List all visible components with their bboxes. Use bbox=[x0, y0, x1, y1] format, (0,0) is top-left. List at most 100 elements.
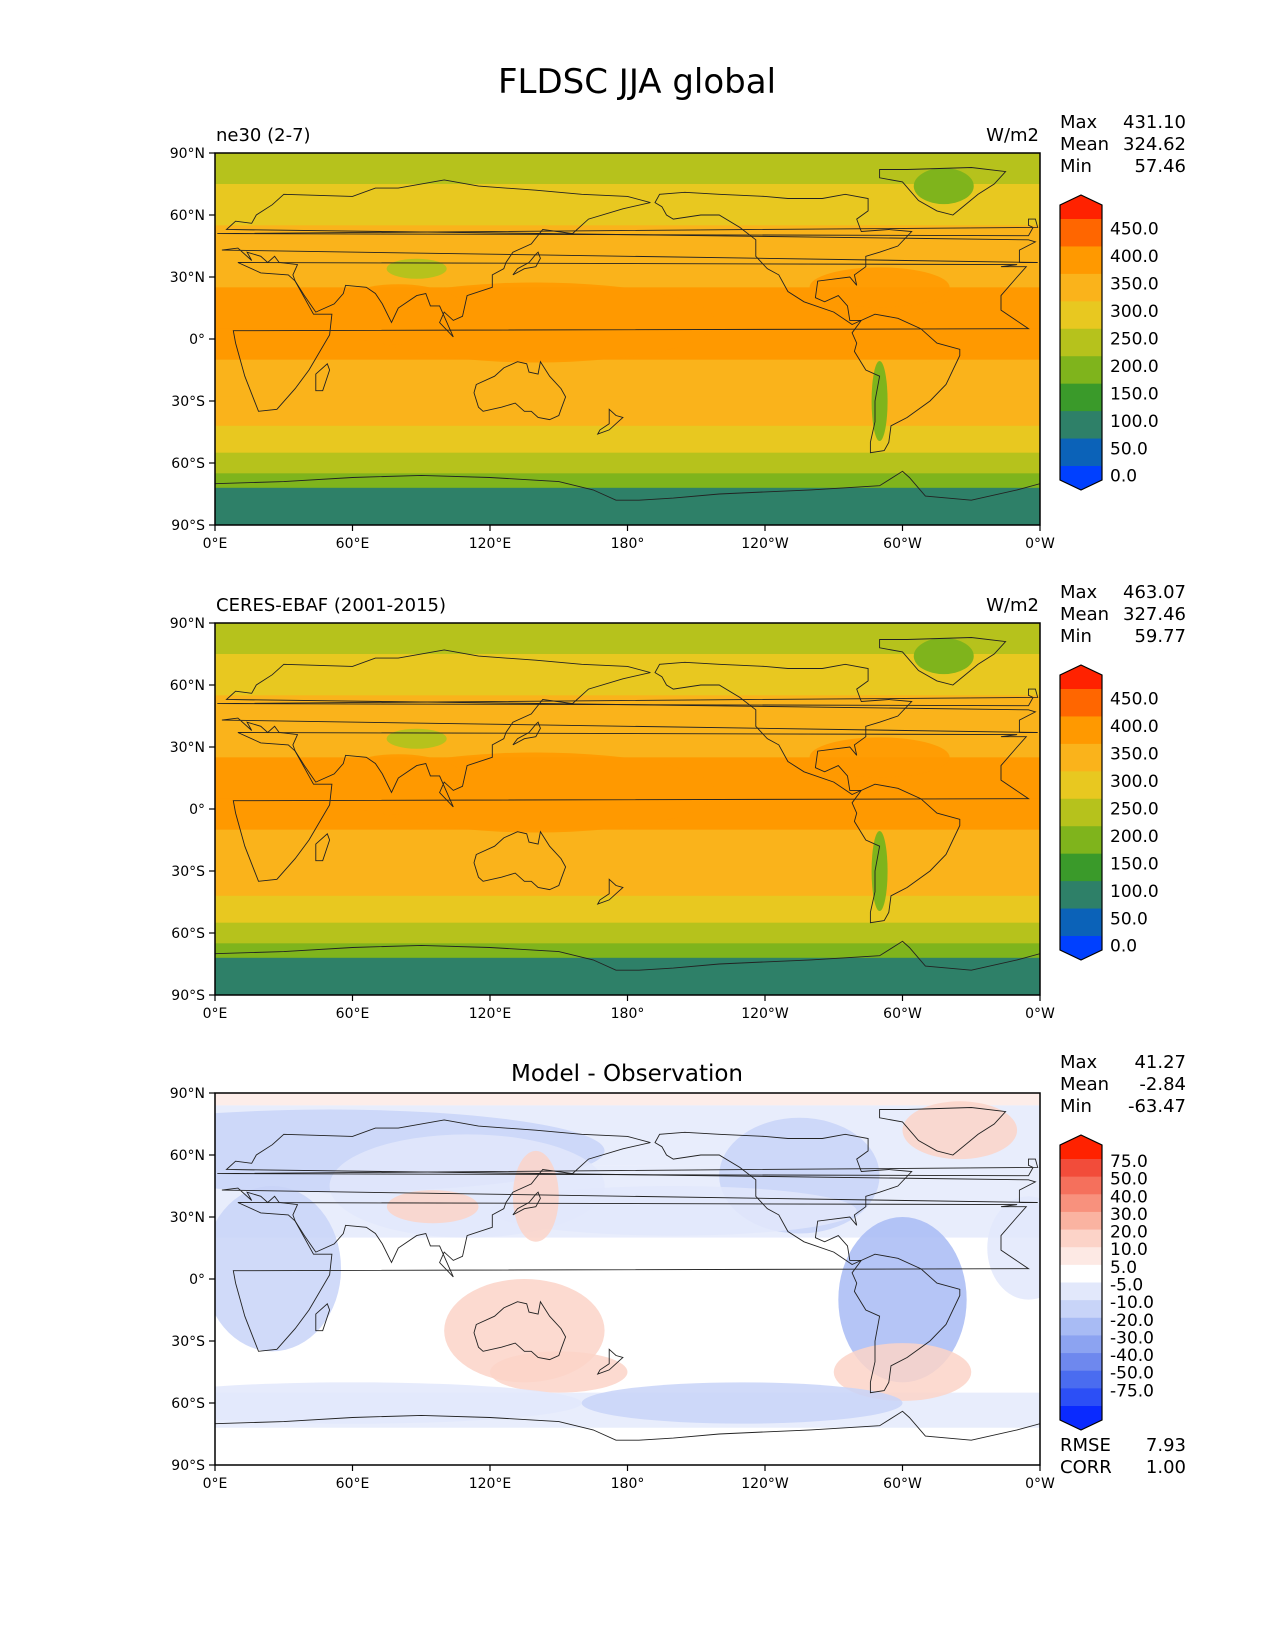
stat-label-min: Min bbox=[1060, 1096, 1092, 1117]
stat-value-rmse: 7.93 bbox=[1146, 1435, 1186, 1456]
coastline-new-zealand bbox=[596, 1348, 624, 1375]
lat-tick-label: 60°N bbox=[170, 1148, 205, 1164]
coastline-japan bbox=[512, 721, 541, 746]
lat-tick-label: 30°S bbox=[171, 394, 205, 410]
zonal-band bbox=[215, 1093, 1040, 1106]
colorbar-tick-label: 250.0 bbox=[1110, 330, 1159, 350]
coastlines bbox=[215, 637, 1040, 995]
colorbar-tick-label: -20.0 bbox=[1110, 1311, 1154, 1331]
andes-low bbox=[871, 361, 888, 441]
colorbar-segment bbox=[1060, 219, 1102, 247]
colorbar-outline bbox=[1059, 1134, 1103, 1431]
zonal-band bbox=[215, 943, 1040, 959]
lat-tick-label: 60°S bbox=[171, 1396, 205, 1412]
zonal-band bbox=[215, 473, 1040, 489]
difference-blob bbox=[902, 1101, 1018, 1160]
colorbar-tick-label: 100.0 bbox=[1110, 412, 1159, 432]
colorbar-tick-label: 250.0 bbox=[1110, 800, 1159, 820]
colorbar-tick-label: 450.0 bbox=[1110, 690, 1159, 710]
coastline-north-america bbox=[0, 1132, 87, 1264]
coastline-greenland bbox=[55, 1108, 181, 1156]
lat-tick-label: 90°N bbox=[170, 1086, 205, 1102]
colorbar-extend-max bbox=[1060, 665, 1102, 689]
lon-tick-label: 120°W bbox=[741, 1006, 789, 1022]
lat-tick-label: 90°S bbox=[171, 518, 205, 534]
colorbar-segment bbox=[1060, 438, 1102, 467]
panel-difference: 90°N 60°N 30°N 0° 30°S 60°S 90°S 0°E 60°E 120°E 18… bbox=[0, 1052, 1186, 1492]
colorbar-segment bbox=[1060, 246, 1102, 275]
zonal-band bbox=[215, 487, 1040, 525]
lon-tick-label: 120°E bbox=[469, 536, 512, 552]
zonal-band bbox=[215, 425, 1040, 454]
lat-tick-label: 0° bbox=[189, 1272, 205, 1288]
coastline-antarctica bbox=[215, 470, 1040, 525]
coastline-europe-asia bbox=[221, 649, 1038, 808]
coastline-madagascar bbox=[315, 363, 331, 392]
colorbar-tick-label: 50.0 bbox=[1110, 909, 1148, 929]
colorbar-segment bbox=[1060, 1194, 1102, 1213]
zonal-band bbox=[215, 895, 1040, 924]
colorbar-tick-label: 50.0 bbox=[1110, 1170, 1148, 1190]
lat-tick-label: 30°N bbox=[170, 1210, 205, 1226]
difference-blob bbox=[838, 1217, 967, 1383]
stats-block: Max 41.27 Mean -2.84 Min -63.47 RMSE 7.93 CORR 1.… bbox=[1060, 1052, 1186, 1478]
lon-tick-label: 0°E bbox=[203, 1476, 228, 1492]
lat-tick-label: 30°N bbox=[170, 740, 205, 756]
colorbar-segment bbox=[1060, 1247, 1102, 1266]
coastline-europe-asia bbox=[221, 179, 1038, 338]
coastline-madagascar bbox=[315, 833, 331, 862]
colorbar-tick-label: 0.0 bbox=[1110, 467, 1137, 487]
coastline-africa bbox=[232, 1202, 1030, 1352]
difference-blob bbox=[386, 1190, 479, 1224]
lat-tick-label: 60°N bbox=[170, 678, 205, 694]
coastline-antarctica bbox=[215, 953, 216, 995]
stat-label-corr: CORR bbox=[1060, 1457, 1112, 1478]
model-field-map bbox=[215, 153, 1040, 525]
panel-units: W/m2 bbox=[986, 125, 1039, 146]
difference-blob bbox=[490, 1351, 628, 1393]
coastline-europe-asia bbox=[0, 1120, 213, 1277]
zonal-band bbox=[215, 922, 1040, 944]
lat-tick-label: 90°S bbox=[171, 1458, 205, 1474]
andes-low bbox=[871, 831, 888, 911]
colorbar-extend-max bbox=[1060, 1135, 1102, 1159]
colorbar: 450.0 400.0 350.0 300.0 250.0 200.0 150.0 100.0… bbox=[1059, 194, 1159, 491]
coastline-north-america bbox=[654, 191, 913, 326]
coastline-new-zealand bbox=[596, 408, 624, 435]
colorbar-segment bbox=[1060, 743, 1102, 772]
colorbar-tick-label: -30.0 bbox=[1110, 1328, 1154, 1348]
colorbar-tick-label: 150.0 bbox=[1110, 384, 1159, 404]
colorbar-tick-label: 50.0 bbox=[1110, 439, 1148, 459]
coastline-north-america bbox=[654, 1131, 913, 1266]
lon-tick-label: 60°E bbox=[336, 1476, 370, 1492]
coastline-europe-asia bbox=[221, 1119, 1038, 1278]
colorbar-segment bbox=[1060, 853, 1102, 882]
coastline-australia bbox=[473, 1300, 567, 1361]
observation-field-map bbox=[215, 623, 1040, 995]
colorbar-segment bbox=[1060, 1335, 1102, 1354]
lon-tick-label: 60°W bbox=[883, 1006, 922, 1022]
colorbar-tick-label: 40.0 bbox=[1110, 1187, 1148, 1207]
greenland-low bbox=[913, 168, 974, 205]
colorbar-tick-label: -50.0 bbox=[1110, 1364, 1154, 1384]
colorbar-segment bbox=[1060, 356, 1102, 385]
coastline-greenland bbox=[879, 1107, 1007, 1156]
colorbar-segment bbox=[1060, 1317, 1102, 1336]
difference-blob bbox=[215, 1382, 582, 1424]
stat-value-mean: 324.62 bbox=[1123, 134, 1186, 155]
coastline-uk bbox=[217, 218, 1039, 237]
lat-tick-label: 60°S bbox=[171, 926, 205, 942]
colorbar-tick-label: 30.0 bbox=[1110, 1205, 1148, 1225]
colorbar-segment bbox=[1060, 908, 1102, 937]
lon-tick-label: 60°E bbox=[336, 536, 370, 552]
stat-value-min: -63.47 bbox=[1128, 1096, 1186, 1117]
colorbar-tick-label: 75.0 bbox=[1110, 1152, 1148, 1172]
coastline-south-america bbox=[27, 314, 135, 453]
colorbar-segment bbox=[1060, 328, 1102, 357]
panel-units: W/m2 bbox=[986, 595, 1039, 616]
stat-value-min: 57.46 bbox=[1134, 156, 1186, 177]
panel-model: 90°N 60°N 30°N 0° 30°S 60°S 90°S 0°E 60°E 120°E 18… bbox=[27, 112, 1186, 552]
stat-value-mean: 327.46 bbox=[1123, 604, 1186, 625]
lat-tick-label: 0° bbox=[189, 332, 205, 348]
colorbar: 75.050.040.030.020.010.05.0-5.0-10.0-20.… bbox=[1059, 1134, 1154, 1431]
